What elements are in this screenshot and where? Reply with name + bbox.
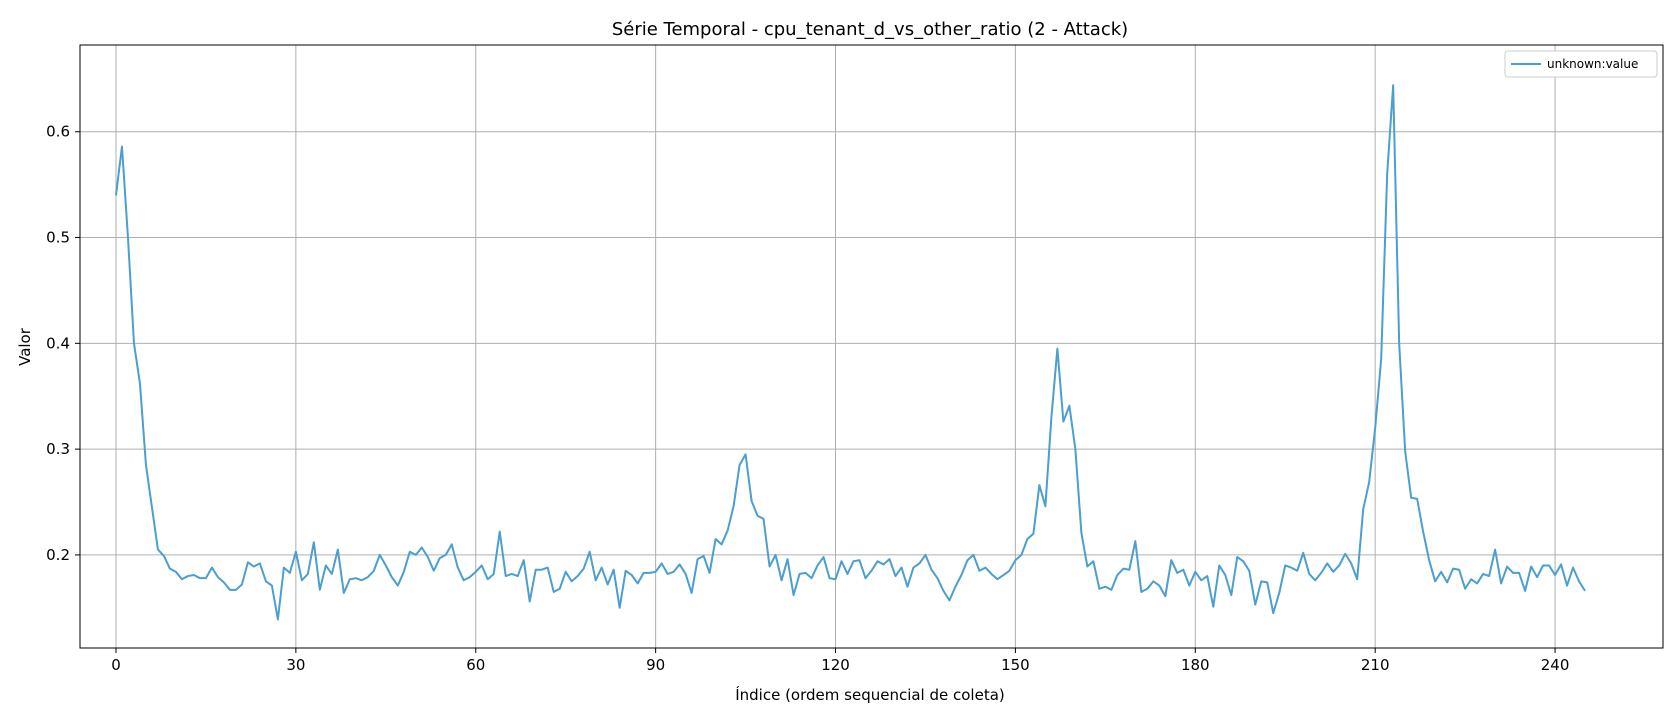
x-tick-label: 90	[646, 656, 665, 674]
legend-label-unknown-value: unknown:value	[1547, 57, 1638, 71]
grid	[80, 45, 1663, 648]
y-tick-label: 0.2	[46, 546, 70, 564]
y-tick-label: 0.4	[46, 334, 70, 352]
series-layer	[114, 84, 1586, 621]
y-tick-label: 0.3	[46, 440, 70, 458]
y-tick-label: 0.6	[46, 123, 70, 141]
x-tick-label: 180	[1181, 656, 1210, 674]
x-tick-label: 240	[1541, 656, 1570, 674]
x-tick-label: 120	[821, 656, 850, 674]
legend-box	[1504, 50, 1658, 78]
x-tick-label: 60	[466, 656, 485, 674]
chart-title: Série Temporal - cpu_tenant_d_vs_other_r…	[612, 19, 1128, 40]
plot-area-frame	[79, 44, 1664, 649]
x-tick-label: 210	[1361, 656, 1390, 674]
series-line-unknown-value	[114, 84, 1586, 621]
y-tick-label: 0.5	[46, 229, 70, 247]
x-tick-label: 30	[286, 656, 305, 674]
x-tick-label: 150	[1001, 656, 1030, 674]
x-tick-label: 0	[111, 656, 121, 674]
legend: unknown:value	[1504, 50, 1658, 78]
axis-ticks: 0 30 60 90 120 150 180 210 240 0.2 0.3 0.4 0.5 0.6	[46, 123, 1569, 674]
y-axis-label: Valor	[16, 327, 34, 366]
x-axis-label: Índice (ordem sequencial de coleta)	[735, 685, 1005, 704]
